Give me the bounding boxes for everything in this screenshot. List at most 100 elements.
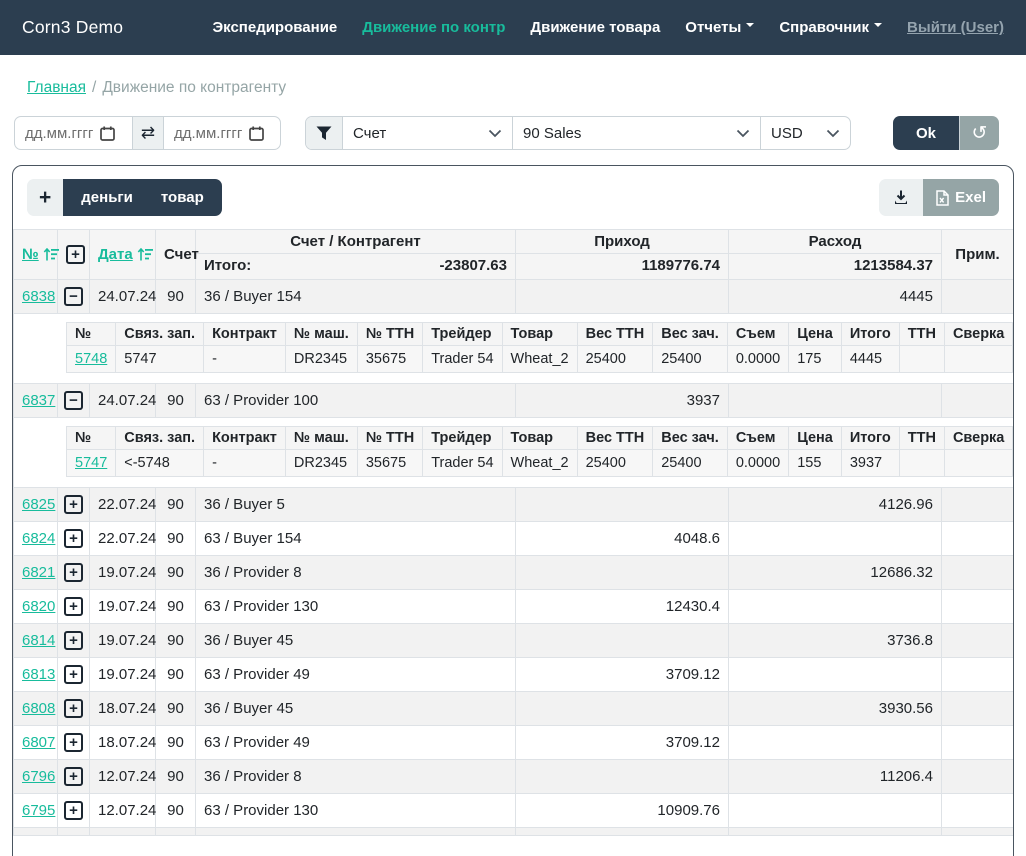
nav-item[interactable]: Экспедирование [212,19,337,36]
row-id-link[interactable]: 6820 [22,598,55,615]
detail-col-header: Товар [502,323,577,346]
swap-icon: ⇄ [141,123,155,143]
calendar-icon[interactable] [249,126,264,141]
expand-row-button[interactable]: + [64,529,83,548]
detail-col-header: № [67,323,116,346]
detail-col-header: Контракт [204,427,286,450]
row-id-link[interactable]: 6795 [22,802,55,819]
expand-row-button[interactable]: + [64,495,83,514]
expand-row-button[interactable]: + [64,631,83,650]
row-income [516,692,729,726]
nav-item[interactable]: Отчеты [685,19,754,36]
detail-id-link[interactable]: 5747 [75,455,107,471]
expand-row-button[interactable]: + [64,801,83,820]
expand-row-button[interactable]: + [64,699,83,718]
row-note [942,658,1014,692]
money-tab[interactable]: деньги [63,179,147,216]
detail-col-header: Съем [727,427,788,450]
calendar-icon[interactable] [100,126,115,141]
detail-col-header: Съем [727,323,788,346]
apply-group: Ok ↺ [893,116,999,150]
expand-row-button[interactable]: + [64,597,83,616]
row-income: 3937 [516,384,729,418]
currency-select[interactable]: USD [760,117,850,149]
breadcrumb-home-link[interactable]: Главная [27,79,86,96]
row-id-link[interactable]: 6813 [22,666,55,683]
detail-cell: №Связ. зап.Контракт№ маш.№ ТТНТрейдерТов… [14,314,1014,384]
row-account: 90 [156,726,196,760]
sort-by-number[interactable]: № [22,246,39,263]
sort-by-date[interactable]: Дата [98,246,133,263]
nav-item[interactable]: Справочник [779,19,882,36]
account-select[interactable]: Счет [342,117,512,149]
expand-row-button[interactable]: + [64,665,83,684]
date-to-placeholder: дд.мм.гггг [174,125,242,142]
row-income: 12430.4 [516,590,729,624]
col-header-date: Дата [90,230,156,280]
row-account: 90 [156,590,196,624]
table-row: 6821+19.07.249036 / Provider 812686.32 [14,556,1014,590]
row-account: 90 [156,692,196,726]
chevron-down-icon [488,129,502,138]
currency-select-value: USD [771,125,803,142]
expand-row-button[interactable]: + [64,563,83,582]
sort-icon[interactable] [137,248,153,261]
download-button[interactable] [879,179,923,216]
row-id-link[interactable]: 6821 [22,564,55,581]
content-card: + деньги товар Exel [12,165,1014,856]
row-id-link[interactable]: 6807 [22,734,55,751]
detail-col-header: Трейдер [423,427,502,450]
reset-button[interactable]: ↺ [959,116,999,150]
detail-col-header: Трейдер [423,323,502,346]
table-row: 6796+12.07.249036 / Provider 811206.4 [14,760,1014,794]
swap-dates-button[interactable]: ⇄ [132,117,163,149]
detail-cell-value: 3937 [841,450,899,477]
collapse-row-button[interactable]: − [64,391,83,410]
row-id-link[interactable]: 6825 [22,496,55,513]
row-id-link[interactable]: 6796 [22,768,55,785]
table-row: 6825+22.07.249036 / Buyer 54126.96 [14,488,1014,522]
date-from-input[interactable]: дд.мм.гггг [15,117,132,149]
row-id-link[interactable]: 6808 [22,700,55,717]
nav-item[interactable]: Движение товара [530,19,660,36]
caret-down-icon [746,23,754,31]
row-cell [58,828,90,836]
table-row-partial [14,828,1014,836]
brand-link[interactable]: Corn3 Demo [22,17,123,38]
logout-link[interactable]: Выйти (User) [907,19,1004,36]
date-to-input[interactable]: дд.мм.гггг [163,117,280,149]
table-row: 6814+19.07.249036 / Buyer 453736.8 [14,624,1014,658]
row-id-link[interactable]: 6838 [22,288,55,305]
row-id-link[interactable]: 6837 [22,392,55,409]
expand-row-button[interactable]: + [64,767,83,786]
row-id-link[interactable]: 6824 [22,530,55,547]
page: Corn3 Demo Экспедирование Движение по кон… [0,0,1026,856]
detail-id-link[interactable]: 5748 [75,351,107,367]
detail-col-header: Сверка [944,323,1012,346]
ledger-table: № + Дата Счет [13,229,1014,836]
nav-item[interactable]: Движение по контр [362,19,505,36]
ok-button[interactable]: Ok [893,116,959,150]
row-date: 12.07.24 [90,794,156,828]
collapse-row-button[interactable]: − [64,287,83,306]
filter-button[interactable] [306,117,342,149]
col-header-expand: + [58,230,90,280]
expand-all-button[interactable]: + [66,245,85,264]
row-id-link[interactable]: 6814 [22,632,55,649]
excel-export-button[interactable]: Exel [923,179,999,216]
sort-icon[interactable] [43,248,59,261]
breadcrumb: Главная/Движение по контрагенту [0,55,1026,97]
expand-row-button[interactable]: + [64,733,83,752]
entity-select[interactable]: 90 Sales [512,117,760,149]
ledger-header: № + Дата Счет [14,230,1014,280]
row-income [516,624,729,658]
row-id-cell: 6796 [14,760,58,794]
row-expense: 4126.96 [729,488,942,522]
row-income [516,280,729,314]
detail-col-header: Прим. [1013,427,1014,450]
row-note [942,760,1014,794]
add-record-button[interactable]: + [27,179,63,216]
row-date: 18.07.24 [90,726,156,760]
goods-tab[interactable]: товар [147,179,222,216]
row-id-cell: 6824 [14,522,58,556]
